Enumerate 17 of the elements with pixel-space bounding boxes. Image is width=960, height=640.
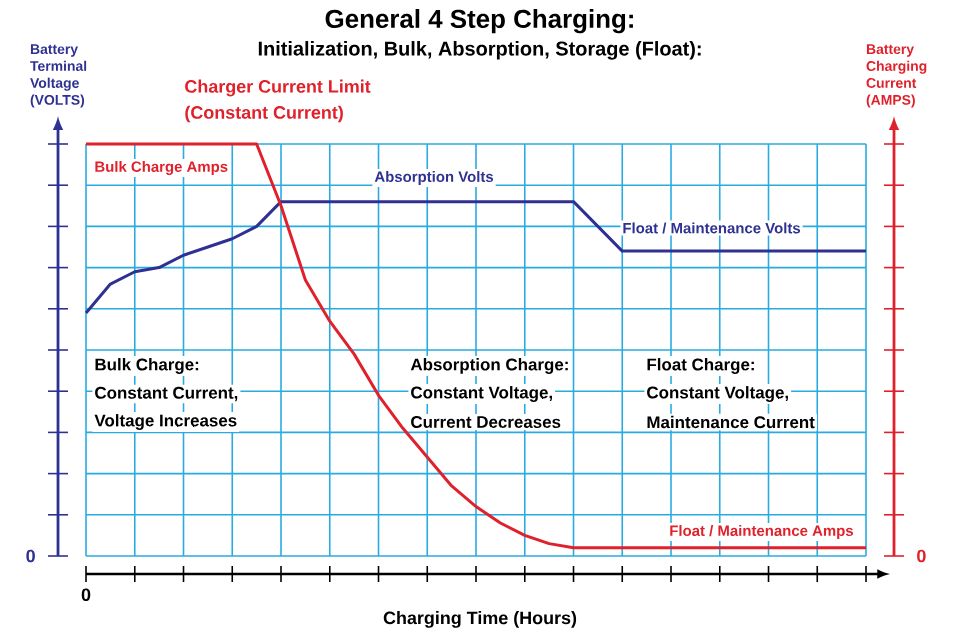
annotation: Constant Voltage, xyxy=(411,386,552,402)
text: 0 xyxy=(917,549,926,563)
text: 0 xyxy=(81,588,91,602)
x-axis-title: Charging Time (Hours) xyxy=(383,611,577,628)
text: Charger Current Limit xyxy=(185,79,371,97)
annotation: Absorption Charge: xyxy=(410,358,568,374)
text: 0 xyxy=(26,549,35,563)
chart-subtitle: Initialization, Bulk, Absorption, Storage (Float): xyxy=(258,41,701,60)
annotation: Current Decreases xyxy=(411,416,561,428)
annotation: Float Charge: xyxy=(647,358,754,374)
annotation: Bulk Charge: xyxy=(95,358,199,374)
text: (Constant Current) xyxy=(185,105,343,123)
annotation: Constant Voltage, xyxy=(647,386,788,402)
chart-title: General 4 Step Charging: xyxy=(325,9,633,34)
annotation: Maintenance Current xyxy=(647,415,815,429)
annotation: Voltage Increases xyxy=(94,414,237,430)
annotation: Constant Current, xyxy=(95,386,238,402)
